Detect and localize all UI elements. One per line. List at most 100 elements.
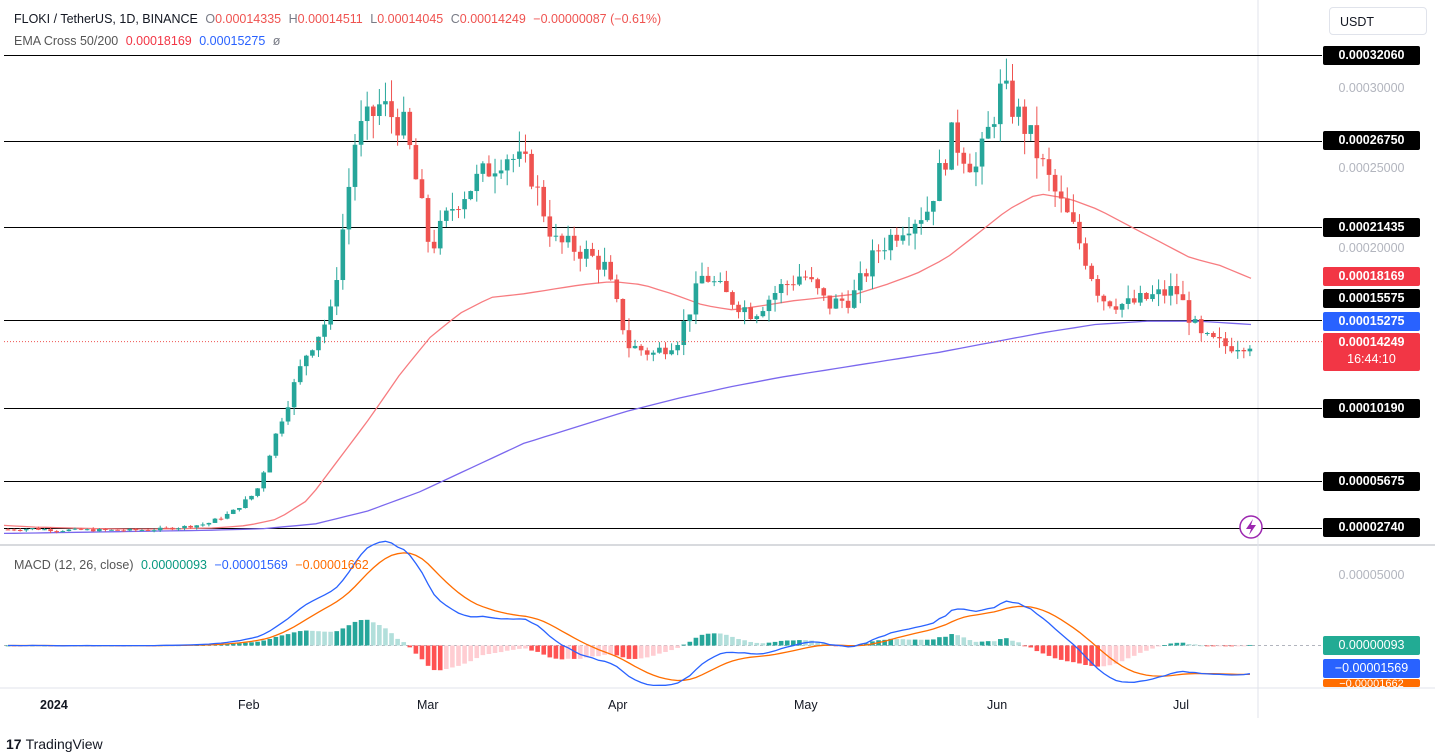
macd-histogram-bar (529, 645, 534, 651)
candle-body (261, 472, 266, 489)
macd-histogram-bar (358, 620, 364, 646)
candle-body (328, 306, 333, 325)
candle-body (486, 163, 492, 177)
macd-histogram-bar (1052, 645, 1058, 659)
candle-body (888, 234, 894, 251)
candle-body (492, 173, 498, 177)
axis-tick: 0.00030000 (1338, 81, 1405, 95)
candle-body (230, 509, 236, 514)
macd-histogram-bar (1217, 645, 1222, 647)
macd-histogram-bar (979, 641, 985, 646)
macd-histogram-bar (334, 631, 340, 646)
candle-body (297, 366, 303, 383)
macd-histogram-bar (444, 645, 449, 669)
macd-histogram-bar (730, 636, 735, 646)
candle-body (1071, 212, 1076, 222)
macd-histogram-bar (297, 631, 303, 646)
candle-body (833, 298, 839, 309)
macd-axis-tick: 0.00005000 (1338, 568, 1405, 582)
macd-histogram-bar (815, 641, 820, 646)
lightning-icon[interactable] (1239, 515, 1263, 539)
candle-body (657, 347, 662, 353)
candle-body (918, 220, 924, 224)
candle-body (133, 528, 139, 531)
ema-label: EMA Cross 50/200 (14, 34, 119, 48)
time-label: May (794, 698, 818, 712)
candle-body (882, 250, 887, 252)
ema-slow-value: 0.00015275 (199, 34, 266, 48)
candle-body (669, 350, 674, 355)
candle-body (377, 104, 382, 117)
ema-200-line (3, 320, 1252, 535)
symbol-title[interactable]: FLOKI / TetherUS, 1D, BINANCE (14, 12, 198, 26)
candle-body (851, 290, 857, 308)
candle-body (1095, 279, 1101, 296)
candle-body (224, 513, 230, 519)
macd-hist-tag: 0.00000093 (1323, 636, 1420, 655)
macd-histogram-bar (797, 640, 802, 646)
candle-body (553, 235, 559, 237)
macd-histogram-bar (389, 633, 394, 646)
currency-button[interactable]: USDT (1329, 7, 1427, 35)
candle-body (931, 201, 936, 212)
candle-body (90, 529, 96, 532)
macd-legend[interactable]: MACD (12, 26, close) 0.00000093 −0.00001… (14, 558, 373, 572)
macd-histogram-bar (821, 643, 827, 646)
candle-body (894, 234, 900, 241)
macd-histogram-bar (340, 628, 346, 646)
candle-body (991, 124, 997, 127)
candle-body (340, 229, 346, 281)
macd-histogram-bar (644, 645, 650, 658)
macd-histogram-bar (943, 636, 948, 646)
candle-body (675, 345, 680, 351)
candles (5, 58, 1253, 534)
eye-icon[interactable]: ø (272, 34, 281, 48)
macd-histogram-bar (273, 636, 279, 646)
macd-histogram-bar (1113, 645, 1119, 664)
macd-histogram-bar (681, 644, 687, 646)
candle-body (407, 111, 413, 146)
macd-histogram-bar (638, 645, 644, 659)
candle-body (182, 525, 187, 529)
candle-body (243, 499, 248, 509)
candle-body (596, 255, 601, 270)
ema-50-line (3, 193, 1252, 530)
macd-histogram-bar (651, 645, 656, 656)
time-label: Jun (987, 698, 1008, 712)
candle-body (103, 529, 108, 531)
candle-body (310, 350, 315, 356)
macd-histogram-bar (1211, 645, 1216, 647)
candle-body (857, 273, 863, 291)
candle-body (608, 261, 613, 280)
pane-separator[interactable] (0, 0, 1435, 718)
macd-histogram-bar (553, 645, 559, 659)
macd-signal-tag: −0.00001662 (1323, 679, 1420, 687)
macd-histogram-bar (480, 645, 486, 656)
candle-body (78, 528, 84, 530)
macd-histogram-bar (1034, 645, 1040, 652)
candle-body (139, 530, 145, 532)
macd-histogram-bar (657, 645, 662, 654)
candle-body (1229, 346, 1234, 352)
candle-body (54, 531, 60, 533)
macd-histogram-bar (425, 645, 431, 666)
candle-body (517, 151, 522, 159)
macd-histogram-bar (498, 645, 504, 653)
macd-histogram-bar (541, 645, 547, 655)
candle-body (42, 529, 47, 531)
candle-body (766, 299, 772, 312)
candle-body (395, 117, 400, 136)
macd-histogram-bar (584, 645, 589, 658)
macd-histogram-bar (955, 635, 960, 646)
candle-body (1113, 306, 1119, 310)
candle-body (687, 314, 693, 322)
ema-legend[interactable]: EMA Cross 50/200 0.00018169 0.00015275 ø (14, 34, 284, 48)
candle-body (1198, 319, 1204, 334)
macd-histogram-bar (1119, 645, 1125, 662)
macd-histogram-bar (784, 640, 790, 646)
brand-logo[interactable]: 17 TradingView (6, 736, 103, 752)
candle-body (736, 304, 741, 313)
candle-body (1150, 294, 1155, 300)
macd-histogram-bar (1162, 645, 1167, 647)
